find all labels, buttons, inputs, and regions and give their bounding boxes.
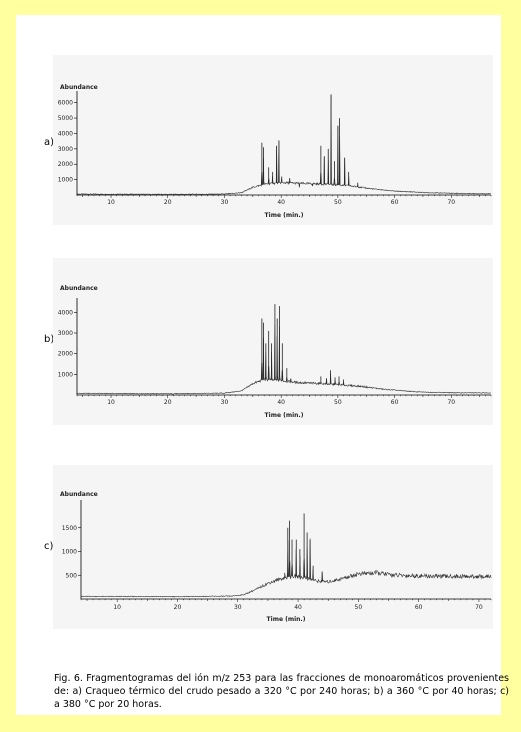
chart-title: Abundance: [60, 84, 98, 91]
x-tick-label: 70: [475, 604, 483, 611]
y-tick-label: 3000: [58, 146, 73, 153]
y-tick-label: 1500: [62, 525, 77, 532]
x-tick-label: 30: [234, 604, 242, 611]
x-tick-label: 40: [277, 399, 285, 406]
x-tick-label: 30: [221, 399, 229, 406]
x-tick-label: 40: [294, 604, 302, 611]
x-tick-label: 10: [107, 399, 115, 406]
signal-trace: [76, 94, 491, 196]
chart-title: Abundance: [60, 285, 98, 292]
x-tick-label: 60: [415, 604, 423, 611]
y-tick-label: 2000: [58, 351, 73, 358]
x-tick-label: 60: [391, 199, 399, 206]
y-tick-label: 5000: [58, 115, 73, 122]
x-axis-label: Time (min.): [265, 412, 304, 419]
x-axis-label: Time (min.): [267, 616, 306, 623]
x-tick-label: 50: [334, 399, 342, 406]
figure-caption: Fig. 6. Fragmentogramas del ión m/z 253 …: [54, 673, 509, 710]
y-tick-label: 1000: [58, 177, 73, 184]
x-tick-label: 10: [107, 199, 115, 206]
y-tick-label: 4000: [58, 130, 73, 137]
panel-label-a: a): [44, 137, 55, 148]
x-tick-label: 50: [355, 604, 363, 611]
x-tick-label: 60: [391, 399, 399, 406]
figure-page: a) b) c) Abundance 1000 2000 3000 4000 5000 60…: [16, 15, 509, 715]
x-tick-label: 70: [447, 399, 455, 406]
x-tick-label: 10: [113, 604, 121, 611]
chromatogram-b: Abundance 1000 2000 3000 4000 10 20 30 40 50 60 70 T…: [53, 258, 493, 425]
y-tick-label: 3000: [58, 330, 73, 337]
panel-label-b: b): [44, 334, 55, 345]
x-tick-label: 40: [277, 199, 285, 206]
y-tick-label: 6000: [58, 100, 73, 107]
signal-trace: [80, 538, 492, 598]
y-tick-label: 500: [66, 572, 78, 579]
x-tick-label: 20: [164, 399, 172, 406]
y-tick-label: 1000: [58, 371, 73, 378]
y-tick-label: 2000: [58, 161, 73, 168]
x-tick-label: 20: [164, 199, 172, 206]
signal-trace: [76, 324, 491, 395]
chromatogram-a: Abundance 1000 2000 3000 4000 5000 6000 10 20 30 4…: [53, 55, 493, 225]
panel-label-c: c): [44, 541, 54, 552]
y-tick-label: 1000: [62, 549, 77, 556]
x-tick-label: 20: [174, 604, 182, 611]
y-tick-label: 4000: [58, 309, 73, 316]
x-axis-label: Time (min.): [265, 212, 304, 219]
chart-title: Abundance: [60, 491, 98, 498]
x-tick-label: 30: [221, 199, 229, 206]
chromatogram-c: Abundance 500 1000 1500 10 20 30 40 50 60 70 Time (…: [53, 465, 493, 629]
x-tick-label: 50: [334, 199, 342, 206]
x-tick-label: 70: [447, 199, 455, 206]
